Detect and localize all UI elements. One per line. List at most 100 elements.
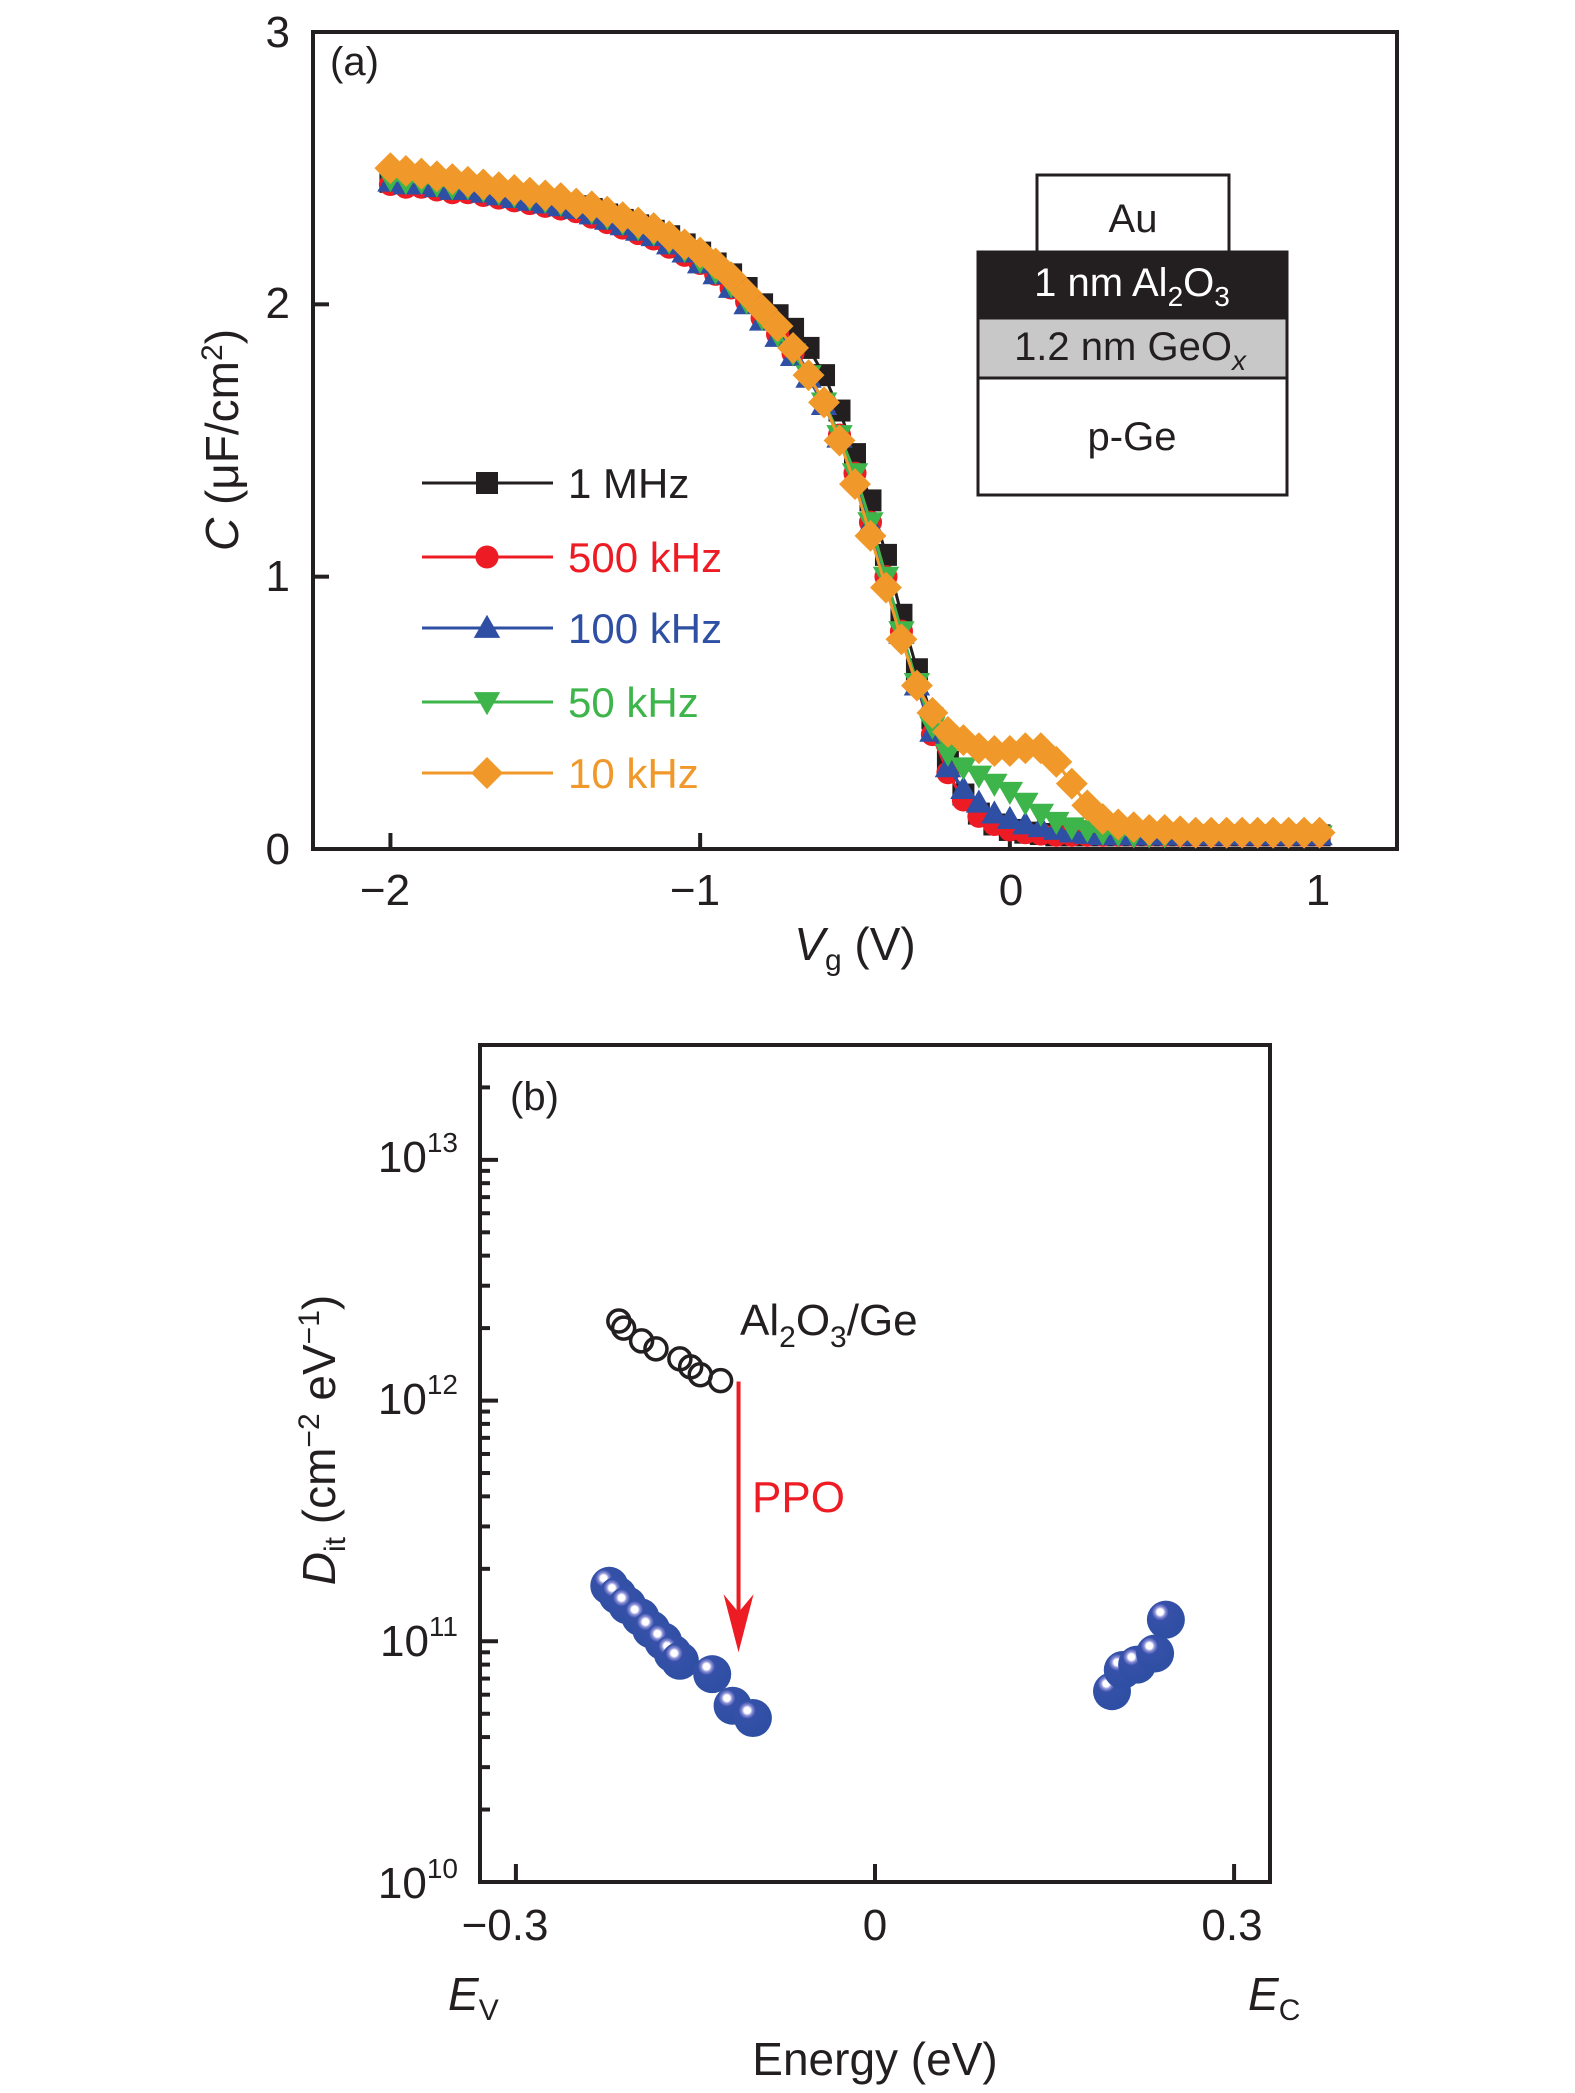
data-point (591, 195, 624, 228)
inset-al2o3-sub1: 2 (1168, 281, 1184, 312)
inset-layer-au (1035, 173, 1231, 254)
al2o3ge-sub1: 2 (779, 1321, 796, 1354)
xtick-label-a-2: 0 (999, 866, 1023, 915)
ec-label: EC (1248, 1968, 1300, 2027)
panel-b: (b) 1010 1011 1012 1013 −0.3 0 0.3 EV EC… (293, 1043, 1300, 2085)
plot-b-ticks (480, 1043, 1237, 1884)
inset-layer-geox (976, 316, 1289, 380)
ev-label: EV (448, 1968, 499, 2027)
plot-b-series (590, 1308, 1185, 1738)
data-point (746, 293, 779, 326)
legend-item-500-khz: 500 kHz (422, 534, 722, 581)
data-point (693, 1655, 732, 1694)
data-point (931, 715, 964, 748)
data-point (637, 212, 670, 245)
al2o3ge-mid: O (796, 1296, 830, 1345)
legend-marker-circle (475, 545, 499, 569)
data-point (498, 174, 531, 206)
ylabel-b-sup1: −2 (293, 1413, 326, 1447)
ytick-b-1-base: 10 (380, 1617, 429, 1666)
legend-item-100-khz: 100 kHz (422, 605, 722, 652)
ylabel-a-close: ) (196, 329, 248, 344)
data-point (643, 1336, 669, 1362)
al2o3ge-tail: /Ge (847, 1296, 918, 1345)
legend-label: 500 kHz (568, 534, 722, 581)
data-point (628, 1328, 655, 1354)
inset-geox-label: 1.2 nm GeOx (1014, 325, 1247, 376)
ylabel-a-main: C (196, 517, 248, 551)
data-point (950, 757, 977, 781)
data-point (934, 743, 962, 767)
series-ppo-upper (1093, 1600, 1185, 1711)
ytick-b-0-base: 10 (378, 1859, 427, 1908)
legend-label: 50 kHz (568, 679, 699, 726)
data-point (653, 220, 686, 253)
data-point (420, 160, 453, 193)
data-point (870, 571, 902, 604)
ylabel-b-sup2: −1 (293, 1310, 326, 1344)
series-10-khz (374, 152, 1336, 849)
ytick-label-a-2: 2 (266, 279, 290, 328)
inset-layer-al2o3 (976, 250, 1289, 320)
ylabel-b-unit1: (cm (293, 1448, 345, 1537)
series-al2o3-ge (606, 1308, 734, 1394)
ytick-b-3-base: 10 (378, 1133, 427, 1182)
ppo-arrow-head (723, 1594, 754, 1653)
xlabel-a-sub: g (825, 944, 842, 977)
xtick-label-a-3: 1 (1306, 866, 1330, 915)
ytick-label-b-2: 1012 (378, 1369, 458, 1424)
ec-sub: C (1279, 1994, 1301, 2027)
data-point (761, 310, 794, 343)
data-point (1164, 815, 1197, 848)
series-ppo-lower (590, 1566, 772, 1738)
data-point (792, 359, 825, 392)
legend-item-1-mhz: 1 MHz (422, 460, 689, 507)
data-point (965, 789, 993, 813)
ylabel-b-unit2: eV (293, 1344, 345, 1413)
legend-label: 100 kHz (568, 605, 722, 652)
plot-a-series (374, 152, 1336, 849)
ppo-arrow (723, 1381, 754, 1653)
ytick-b-2-base: 10 (378, 1375, 427, 1424)
y-axis-label-a: C (μF/cm2) (196, 329, 248, 551)
xlabel-a-main: V (794, 918, 829, 970)
legend-label: 10 kHz (568, 750, 699, 797)
data-point (606, 201, 639, 234)
data-point (1040, 745, 1073, 778)
inset-al2o3-label: 1 nm Al2O3 (1034, 261, 1230, 312)
data-point (1146, 1600, 1185, 1639)
data-point (529, 179, 562, 212)
ev-sub: V (479, 1994, 499, 2027)
data-point (1012, 792, 1039, 816)
legend-item-10-khz: 10 kHz (422, 750, 699, 797)
ytick-label-b-1: 1011 (380, 1611, 458, 1666)
data-point (707, 1367, 734, 1394)
data-point (993, 735, 1026, 767)
data-point (996, 805, 1024, 829)
ytick-label-b-0: 1010 (378, 1853, 458, 1908)
data-point (854, 519, 887, 552)
legend-marker-square (476, 472, 498, 494)
ytick-b-1-exp: 11 (429, 1611, 458, 1642)
data-point (660, 1641, 699, 1680)
legend-marker-diamond (471, 757, 503, 789)
ylabel-b-close: ) (293, 1295, 345, 1310)
legend: 1 MHz 500 kHz 100 kHz 50 kHz 10 kHz (422, 460, 722, 797)
xtick-label-a-1: −1 (670, 866, 720, 915)
inset-al2o3-sub2: 3 (1214, 281, 1230, 312)
al2o3ge-main: Al (740, 1296, 779, 1345)
data-point (950, 775, 977, 799)
legend-marker-triangle-down (473, 692, 501, 716)
data-point (560, 187, 593, 220)
data-point (1136, 1634, 1175, 1673)
data-point (1117, 811, 1150, 844)
x-axis-label-b: Energy (eV) (752, 2033, 997, 2085)
ytick-b-2-exp: 12 (427, 1369, 458, 1400)
data-point (839, 468, 871, 501)
ytick-label-a-1: 1 (266, 552, 290, 601)
ylabel-a-sup: 2 (196, 344, 229, 361)
data-point (808, 386, 840, 419)
data-point (513, 176, 546, 209)
ytick-label-a-0: 0 (266, 825, 290, 874)
